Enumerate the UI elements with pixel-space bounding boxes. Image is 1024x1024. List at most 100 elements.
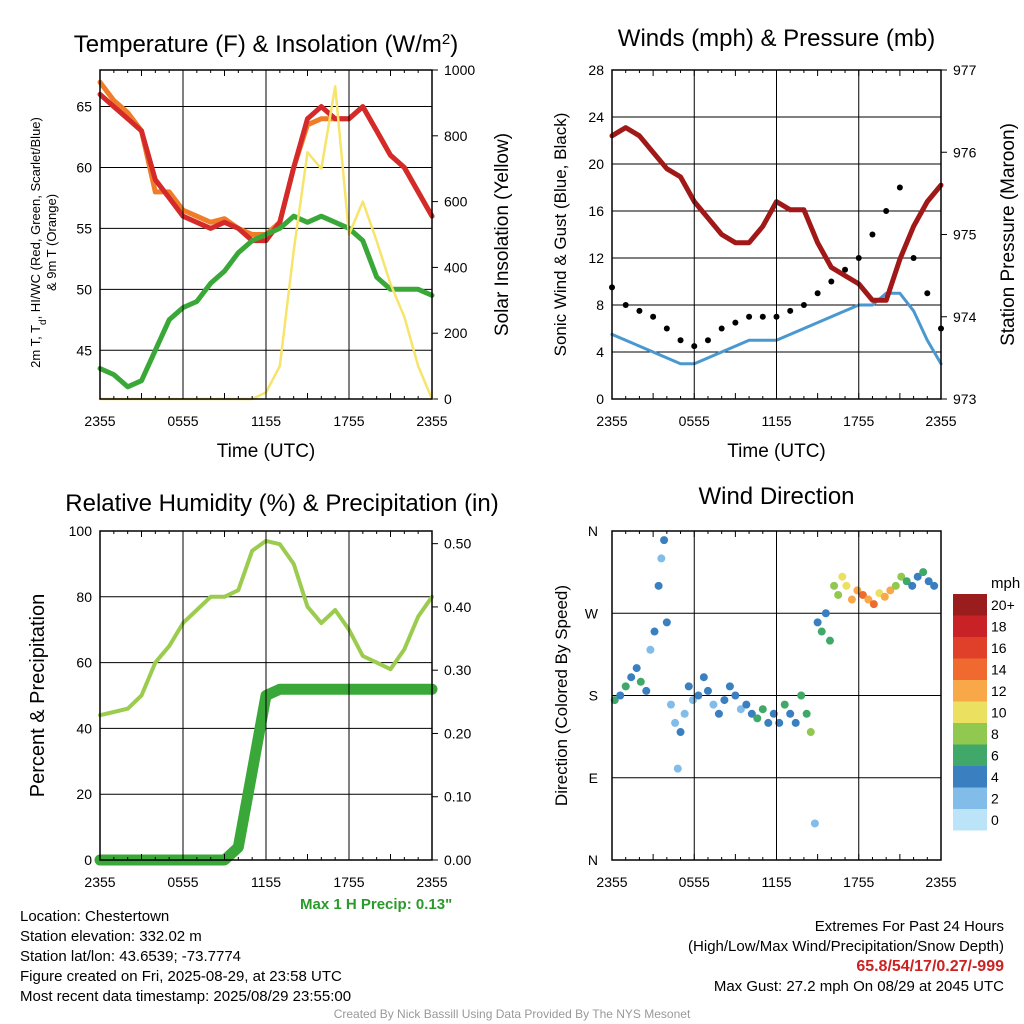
direction-point (902, 577, 911, 586)
legend-label: 4 (991, 769, 999, 785)
y-tick-label-left: 40 (76, 720, 92, 736)
direction-point (775, 718, 784, 727)
direction-point (864, 595, 873, 604)
y-tick-label-right: 0.50 (444, 536, 471, 552)
direction-point (913, 572, 922, 581)
legend-label: 6 (991, 748, 999, 764)
y-tick-label-right: 0.20 (444, 725, 471, 741)
extremes-title: Extremes For Past 24 Hours (814, 918, 1004, 935)
x-tick-label: 2355 (596, 413, 627, 429)
y-tick-label-left: 8 (596, 297, 604, 313)
recent-data-text: Most recent data timestamp: 2025/08/29 2… (20, 988, 352, 1005)
direction-point (646, 645, 655, 654)
gust-point (814, 290, 821, 297)
gust-point (759, 313, 766, 320)
y-tick-label-left: 20 (588, 156, 604, 172)
direction-point (891, 581, 900, 590)
gust-point (896, 184, 903, 191)
max-gust-text: Max Gust: 27.2 mph On 08/29 at 2045 UTC (713, 978, 1004, 995)
y-tick-label-right: 0 (444, 391, 452, 407)
x-tick-label: 2355 (84, 413, 115, 429)
direction-point (627, 673, 636, 682)
direction-point (869, 600, 878, 609)
legend-swatch (953, 787, 987, 809)
y-tick-label-right: 0.00 (444, 852, 471, 868)
y-tick-label-left: 65 (76, 99, 92, 115)
direction-point (642, 686, 651, 695)
x-axis-label: Time (UTC) (727, 441, 826, 462)
legend-label: 8 (991, 726, 999, 742)
direction-point (688, 696, 697, 705)
direction-panel: N E S W N 2355 0555 1155 1755 2355 Wind Direction D… (552, 483, 1020, 890)
direction-point (699, 673, 708, 682)
direction-point (680, 709, 689, 718)
gust-point (883, 208, 890, 214)
gust-point (650, 313, 657, 320)
direction-point (838, 572, 847, 581)
y-tick-label-right: 976 (953, 144, 977, 160)
y-tick-label-left: S (589, 688, 598, 704)
chart-title-humidity: Relative Humidity (%) & Precipitation (i… (65, 490, 498, 517)
gust-point (828, 278, 835, 285)
gust-point (636, 307, 643, 314)
y-tick-label-left: 24 (588, 109, 604, 125)
y-tick-label-left: 16 (588, 203, 604, 219)
y-tick-label-left: N (588, 852, 598, 868)
gust-point (842, 266, 849, 273)
y-tick-label-right: 977 (953, 62, 977, 78)
temperature-panel: 45 50 55 60 65 0 200 400 600 800 1000 2355 0555 1155 1… (28, 31, 513, 463)
elevation-text: Station elevation: 332.02 m (20, 928, 202, 945)
direction-point (736, 705, 745, 714)
direction-point (654, 581, 663, 590)
y-tick-label-right: 0.10 (444, 789, 471, 805)
extremes-subtitle: (High/Low/Max Wind/Precipitation/Snow De… (688, 938, 1004, 955)
direction-point (632, 664, 641, 673)
gust-point (910, 255, 917, 261)
legend-swatch (953, 701, 987, 723)
y-axis-label-right: Solar Insolation (Yellow) (492, 133, 513, 336)
direction-point (791, 718, 800, 727)
legend-label: 14 (991, 662, 1007, 678)
chart-title-direction: Wind Direction (698, 483, 854, 510)
y-tick-label-left: 0 (596, 391, 604, 407)
y-tick-label-left: E (589, 770, 598, 786)
legend-label: 2 (991, 791, 999, 807)
y-axis-label-left-line2: & 9m T (Orange) (44, 194, 59, 291)
y-tick-label-left: 100 (69, 523, 93, 539)
gust-point (924, 290, 931, 297)
direction-point (666, 700, 675, 709)
x-tick-label: 1755 (333, 874, 364, 890)
y-tick-label-right: 400 (444, 259, 468, 275)
direction-point (731, 691, 740, 700)
direction-point (897, 572, 906, 581)
humidity-panel: 0 20 40 60 80 100 0.00 0.10 0.20 0.30 0.40 0.50 2355… (27, 490, 499, 890)
direction-point (797, 691, 806, 700)
y-tick-label-left: 55 (76, 220, 92, 236)
y-tick-label-left: 0 (84, 852, 92, 868)
legend-swatch (953, 637, 987, 659)
direction-point (764, 718, 773, 727)
legend-label: 10 (991, 705, 1007, 721)
direction-point (703, 686, 712, 695)
legend-label: 20+ (991, 597, 1015, 613)
direction-point (747, 709, 756, 718)
y-tick-label-left: 12 (588, 250, 604, 266)
direction-point (806, 728, 815, 737)
x-tick-label: 1155 (251, 413, 281, 429)
gust-point (800, 302, 807, 308)
direction-point (919, 568, 928, 577)
y-axis-label-left: Percent & Precipitation (27, 594, 49, 797)
legend-label: 18 (991, 619, 1007, 635)
direction-point (924, 577, 933, 586)
credit-text: Created By Nick Bassill Using Data Provi… (333, 1007, 691, 1021)
x-tick-label: 2355 (925, 413, 956, 429)
y-tick-label-right: 200 (444, 325, 468, 341)
direction-point (817, 627, 826, 636)
direction-point (657, 554, 666, 563)
y-tick-label-right: 975 (953, 227, 977, 243)
direction-point (930, 581, 939, 590)
gust-point (718, 325, 725, 332)
legend-swatch (953, 744, 987, 766)
x-tick-label: 2355 (596, 874, 627, 890)
